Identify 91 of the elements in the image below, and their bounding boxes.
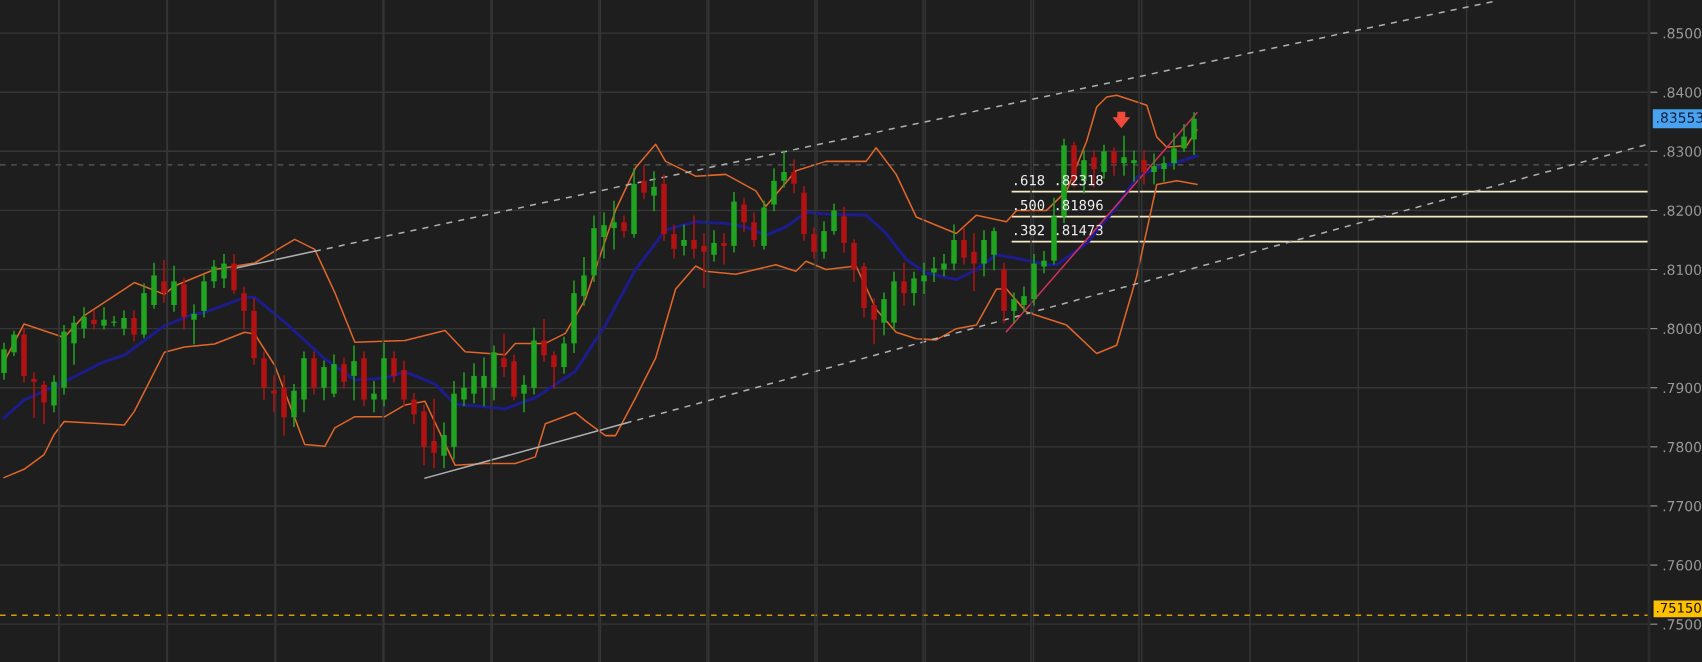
candlestick <box>1151 153 1157 185</box>
y-tick-label: .8200 <box>1663 205 1702 216</box>
ref-line-label: .75150 <box>1657 602 1701 613</box>
candlestick <box>81 307 87 339</box>
candlestick <box>921 262 927 294</box>
candlestick <box>901 262 907 306</box>
candlestick <box>671 224 677 259</box>
candlestick <box>481 357 487 407</box>
candlestick <box>941 253 947 277</box>
candlestick <box>351 345 357 401</box>
candlestick <box>1041 251 1047 274</box>
candlestick <box>441 422 447 469</box>
y-tick-label: .8300 <box>1663 146 1702 157</box>
candlestick <box>811 227 817 259</box>
candlestick <box>911 271 917 306</box>
candlestick <box>741 197 747 232</box>
candlestick <box>1181 123 1187 153</box>
candlestick <box>1 342 7 380</box>
candlestick <box>751 212 757 247</box>
candlestick <box>721 233 727 265</box>
candlestick <box>821 221 827 259</box>
candlestick <box>91 310 97 330</box>
candlestick <box>241 286 247 330</box>
candlestick <box>1111 147 1117 176</box>
y-tick-label: .7500 <box>1663 619 1702 630</box>
candlestick <box>371 381 377 413</box>
candlestick <box>411 392 417 424</box>
candlestick <box>781 150 787 188</box>
candlestick <box>701 233 707 289</box>
candlestick <box>831 203 837 235</box>
candlestick <box>931 256 937 283</box>
candlestick <box>951 224 957 271</box>
candlestick <box>11 330 17 356</box>
candlestick <box>51 375 57 413</box>
candlestick <box>681 224 687 256</box>
y-tick-label: .7900 <box>1663 382 1702 394</box>
candlestick <box>321 360 327 401</box>
candlestick <box>711 230 717 262</box>
candlestick <box>1011 292 1017 324</box>
y-tick-label: .7600 <box>1663 560 1702 571</box>
candlestick <box>221 253 227 289</box>
candlestick <box>211 259 217 289</box>
candlestick <box>871 298 877 345</box>
candlestick <box>551 351 557 389</box>
candlestick <box>341 357 347 389</box>
candlestick <box>1191 112 1197 156</box>
candlestick <box>41 381 47 424</box>
candlestick <box>271 375 277 413</box>
candlestick <box>961 227 967 265</box>
y-tick-label: .8000 <box>1663 323 1702 335</box>
candlestick <box>1141 150 1147 185</box>
candlestick <box>31 372 37 419</box>
candlestick <box>1101 144 1107 179</box>
candlestick <box>501 333 507 377</box>
candlestick <box>101 307 107 330</box>
candlestick <box>971 233 977 291</box>
candlestick <box>881 292 887 336</box>
candlestick <box>1121 135 1127 176</box>
candlestick <box>121 310 127 336</box>
candlestick <box>771 168 777 212</box>
candlestick <box>651 171 657 212</box>
candlestick <box>461 372 467 407</box>
y-tick-label: .8500 <box>1663 28 1702 39</box>
candlestick <box>991 227 997 271</box>
y-tick-label: .7800 <box>1663 441 1702 453</box>
candlestick <box>191 304 197 345</box>
candlestick <box>621 215 627 238</box>
y-tick-label: .7700 <box>1663 500 1702 512</box>
candlestick <box>1021 286 1027 312</box>
candlestick <box>471 363 477 404</box>
candlestick <box>541 319 547 362</box>
candlestick <box>601 212 607 259</box>
candlestick <box>1131 150 1137 182</box>
candlestick <box>611 200 617 250</box>
y-tick-label: .8400 <box>1663 87 1702 98</box>
candlestick <box>521 375 527 413</box>
candlestick <box>561 336 567 374</box>
candlestick <box>71 316 77 365</box>
candlestick <box>691 215 697 259</box>
candlestick <box>641 165 647 200</box>
candlestick <box>1161 156 1167 182</box>
candlestick <box>391 351 397 383</box>
candlestick <box>131 310 137 342</box>
candlestick <box>791 159 797 194</box>
candlestick <box>171 265 177 312</box>
y-tick-label: .8100 <box>1663 264 1702 275</box>
candlestick <box>981 230 987 277</box>
candlestick <box>581 256 587 306</box>
candlestick <box>1171 132 1177 170</box>
candlestick <box>161 259 167 303</box>
candlestick <box>431 398 437 469</box>
